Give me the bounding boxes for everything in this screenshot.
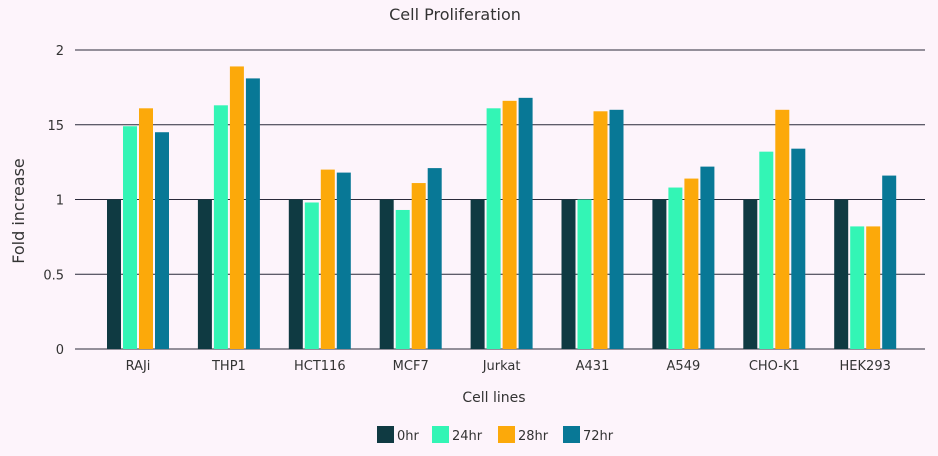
bar-Jurkat-28hr bbox=[502, 100, 517, 349]
x-tick-label: HCT116 bbox=[294, 359, 346, 374]
y-tick-label: 15 bbox=[47, 119, 64, 134]
bar-HCT116-72hr bbox=[336, 172, 351, 349]
bar-THP1-0hr bbox=[197, 199, 212, 349]
x-tick-label: Jurkat bbox=[482, 359, 521, 374]
x-tick-label: MCF7 bbox=[393, 359, 429, 374]
bar-RAJi-24hr bbox=[123, 126, 137, 350]
bar-RAJi-72hr bbox=[155, 132, 169, 349]
bar-HEK293-72hr bbox=[882, 175, 897, 349]
bar-MCF7-72hr bbox=[427, 168, 442, 349]
bar-RAJi-0hr bbox=[107, 199, 121, 349]
legend-swatch-72hr bbox=[563, 426, 580, 443]
bar-THP1-72hr bbox=[245, 78, 260, 349]
bar-Jurkat-24hr bbox=[486, 108, 501, 350]
legend-label: 0hr bbox=[397, 429, 420, 444]
bar-Jurkat-72hr bbox=[518, 97, 533, 349]
y-tick-label: 0 bbox=[56, 343, 64, 358]
x-tick-label: HEK293 bbox=[840, 359, 891, 374]
bar-HCT116-24hr bbox=[304, 202, 319, 349]
bar-CHO-K1-0hr bbox=[743, 199, 758, 349]
bar-A431-0hr bbox=[561, 199, 576, 349]
chart-title: Cell Proliferation bbox=[389, 5, 521, 24]
bar-A431-24hr bbox=[577, 199, 592, 349]
bar-A549-28hr bbox=[684, 178, 699, 349]
bar-A549-0hr bbox=[652, 199, 667, 349]
bar-MCF7-28hr bbox=[411, 183, 426, 349]
bar-HCT116-0hr bbox=[288, 199, 303, 349]
legend-label: 24hr bbox=[452, 429, 483, 444]
legend-swatch-0hr bbox=[377, 426, 394, 443]
bar-MCF7-0hr bbox=[379, 199, 394, 349]
bar-CHO-K1-72hr bbox=[791, 148, 806, 349]
bar-A431-28hr bbox=[593, 111, 608, 349]
y-tick-label: 0.5 bbox=[43, 268, 64, 283]
bar-RAJi-28hr bbox=[139, 108, 153, 350]
y-tick-label: 1 bbox=[56, 194, 64, 209]
bar-CHO-K1-24hr bbox=[759, 151, 774, 349]
bar-THP1-24hr bbox=[213, 105, 228, 349]
x-tick-label: CHO-K1 bbox=[749, 359, 800, 374]
bar-HEK293-0hr bbox=[834, 199, 849, 349]
x-tick-label: RAJi bbox=[126, 359, 151, 374]
legend: 0hr 24hr 28hr 72hr bbox=[377, 426, 614, 444]
bar-Jurkat-0hr bbox=[470, 199, 485, 349]
bar-THP1-28hr bbox=[229, 66, 244, 349]
bar-HEK293-24hr bbox=[850, 226, 865, 349]
y-axis-label: Fold increase bbox=[9, 158, 28, 264]
y-tick-label: 2 bbox=[56, 44, 64, 59]
x-tick-label: A549 bbox=[667, 359, 701, 374]
bar-MCF7-24hr bbox=[395, 209, 410, 349]
bar-A431-72hr bbox=[609, 109, 624, 349]
legend-label: 72hr bbox=[583, 429, 614, 444]
bar-HCT116-28hr bbox=[320, 169, 335, 349]
bar-A549-24hr bbox=[668, 187, 683, 349]
x-tick-label: A431 bbox=[576, 359, 610, 374]
bar-HEK293-28hr bbox=[866, 226, 881, 349]
x-axis-label: Cell lines bbox=[462, 390, 525, 406]
x-tick-label: THP1 bbox=[211, 359, 246, 374]
bar-A549-72hr bbox=[700, 166, 715, 349]
legend-label: 28hr bbox=[518, 429, 549, 444]
legend-swatch-28hr bbox=[498, 426, 515, 443]
bar-CHO-K1-28hr bbox=[775, 109, 790, 349]
legend-swatch-24hr bbox=[432, 426, 449, 443]
